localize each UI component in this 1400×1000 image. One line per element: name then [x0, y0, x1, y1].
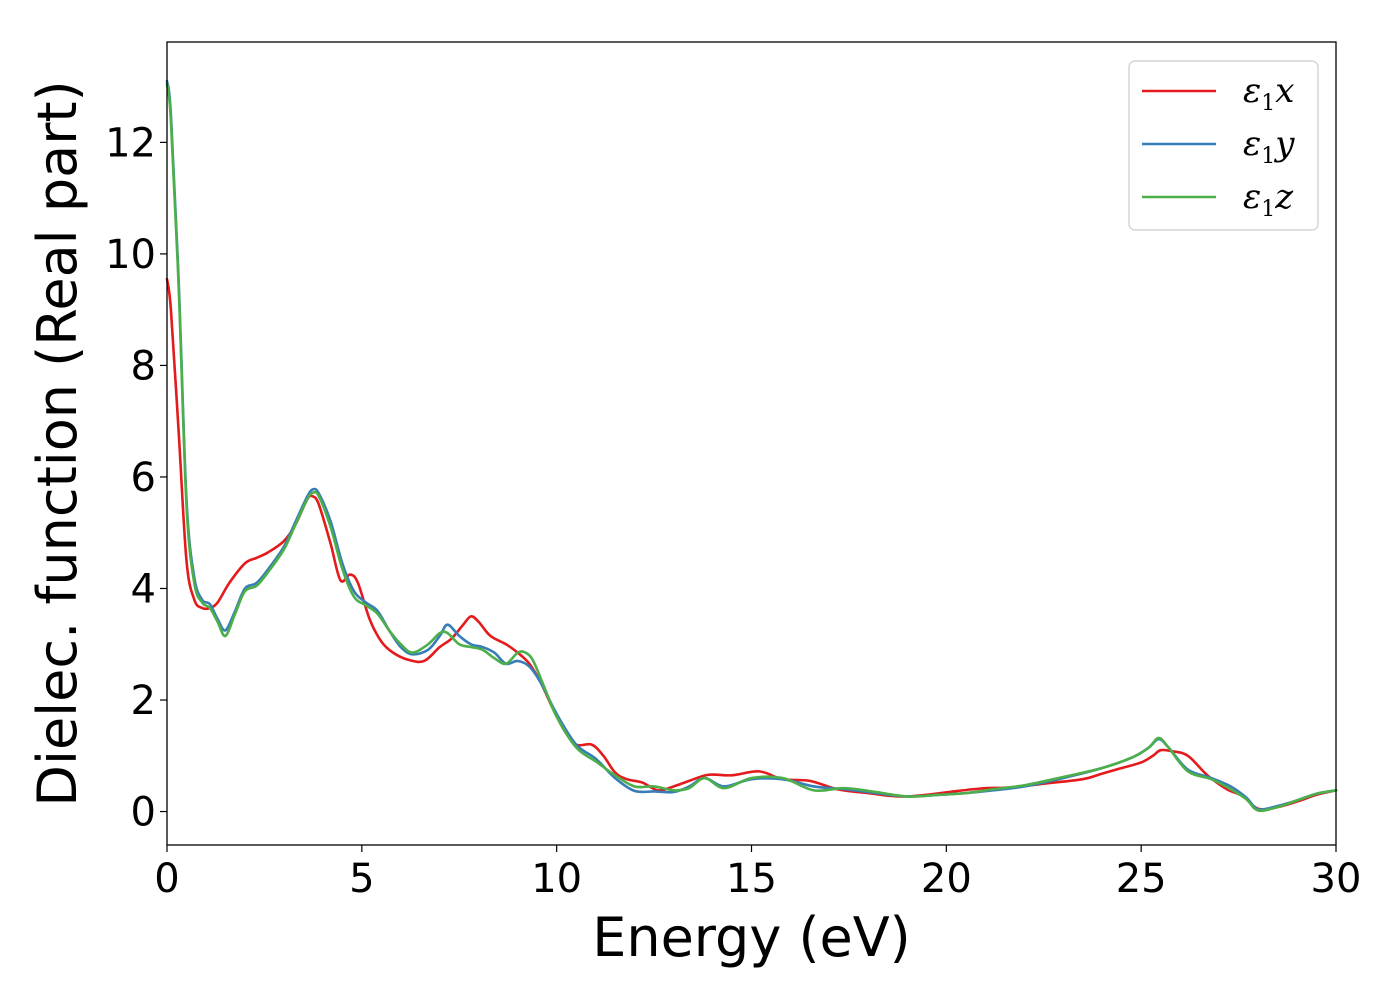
x-tick-label: 10 [531, 856, 582, 902]
y-tick-label: 2 [131, 678, 156, 724]
y-axis-title: Dielec. function (Real part) [26, 80, 89, 806]
legend: ε1x ε1y ε1z [1128, 60, 1319, 231]
y-tick-label: 10 [105, 232, 156, 278]
y-tick-label: 12 [105, 120, 156, 166]
y-axis-ticks: 0 2 4 6 8 10 12 [105, 120, 167, 836]
x-axis-title: Energy (eV) [592, 906, 911, 969]
x-tick-label: 30 [1311, 856, 1362, 902]
y-tick-label: 4 [131, 566, 156, 612]
legend-label-y: ε1y [1243, 124, 1295, 169]
legend-label-x: ε1x [1243, 71, 1294, 116]
y-tick-label: 0 [131, 790, 156, 836]
x-tick-label: 25 [1116, 856, 1167, 902]
y-tick-label: 6 [131, 455, 156, 501]
series-line-z [165, 82, 1338, 813]
series-layer [165, 79, 1338, 813]
x-tick-label: 15 [726, 856, 777, 902]
legend-box [1128, 60, 1319, 231]
x-axis-ticks: 0 5 10 15 20 25 30 [154, 845, 1361, 902]
x-tick-label: 5 [349, 856, 374, 902]
x-tick-label: 0 [154, 856, 179, 902]
x-tick-label: 20 [921, 856, 972, 902]
legend-label-z: ε1z [1243, 177, 1294, 222]
y-tick-label: 8 [131, 343, 156, 389]
